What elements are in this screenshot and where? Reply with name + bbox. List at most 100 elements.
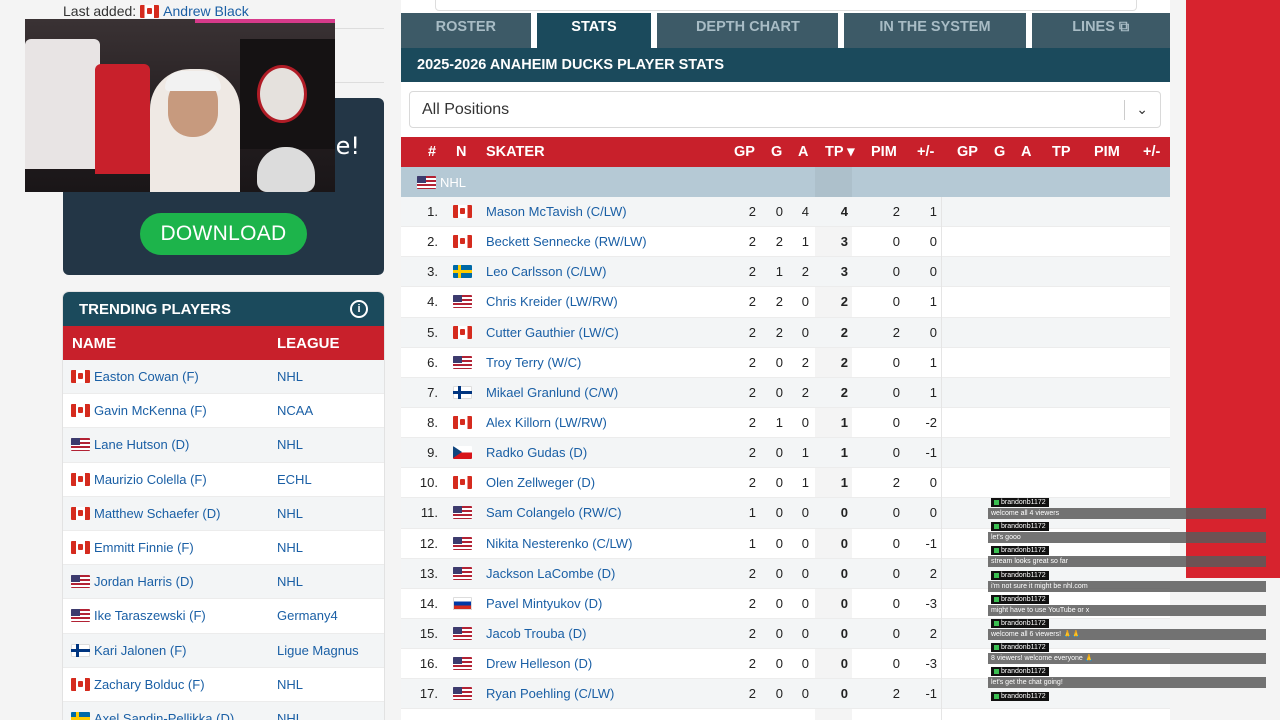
chat-username-text: brandonb1172 — [1001, 595, 1046, 603]
trending-player-link[interactable]: Matthew Schaefer (D) — [94, 505, 221, 521]
trending-player-link[interactable]: Lane Hutson (D) — [94, 437, 190, 453]
trending-league-link[interactable]: NCAA — [277, 403, 314, 419]
chat-message: brandonb1172 i'm not sure it might be nhl… — [988, 569, 1268, 593]
points-cell: 1 — [840, 445, 848, 461]
trending-league-link[interactable]: Germany4 — [277, 608, 338, 624]
tab-in-the-system[interactable]: IN THE SYSTEM — [844, 13, 1026, 48]
trending-league-link[interactable]: NHL — [277, 676, 304, 692]
column-header-tp[interactable]: TP ▾ — [825, 144, 855, 160]
assists-cell: 0 — [801, 505, 809, 521]
trending-league-link[interactable]: NHL — [277, 540, 304, 556]
column-header-skater[interactable]: SKATER — [486, 144, 545, 160]
player-link[interactable]: Leo Carlsson (C/LW) — [486, 264, 607, 280]
trending-player-link[interactable]: Easton Cowan (F) — [94, 369, 199, 385]
collective-memoria-logo — [257, 65, 307, 123]
player-link[interactable]: Olen Zellweger (D) — [486, 475, 596, 491]
gp-cell: 2 — [748, 656, 756, 672]
column-header-g[interactable]: G — [771, 144, 783, 160]
column-header-playoff-tp[interactable]: TP — [1052, 144, 1071, 160]
trending-league-link[interactable]: NHL — [277, 574, 304, 590]
trending-player-link[interactable]: Jordan Harris (D) — [94, 574, 194, 590]
column-header-playoff-plus-minus[interactable]: +/- — [1143, 144, 1161, 160]
column-header-a[interactable]: A — [798, 144, 809, 160]
player-link[interactable]: Jacob Trouba (D) — [486, 625, 587, 641]
trending-player-cell: Zachary Bolduc (F) — [63, 677, 277, 692]
player-link[interactable]: Nikita Nesterenko (C/LW) — [486, 535, 633, 551]
team-tabs: ROSTER STATS DEPTH CHART IN THE SYSTEM LINES… — [401, 13, 1171, 48]
column-header-playoff-a[interactable]: A — [1021, 144, 1032, 160]
table-row: 12. Nikita Nesterenko (C/LW) 1 0 0 0 0 -1 — [401, 529, 1170, 559]
player-link[interactable]: Alex Killorn (LW/RW) — [486, 414, 607, 430]
column-header-league[interactable]: LEAGUE — [277, 334, 340, 352]
trending-list: Easton Cowan (F) NHL Gavin McKenna (F) NCAA… — [63, 360, 384, 720]
column-header-plus-minus[interactable]: +/- — [917, 144, 935, 160]
trending-league-link[interactable]: NHL — [277, 710, 304, 720]
last-added-player-link[interactable]: Andrew Black — [163, 3, 249, 19]
gp-cell: 2 — [748, 625, 756, 641]
player-link[interactable]: Chris Kreider (LW/RW) — [486, 294, 618, 310]
trending-title: TRENDING PLAYERS — [79, 300, 231, 318]
pim-cell: 0 — [892, 656, 900, 672]
player-link[interactable]: Sam Colangelo (RW/C) — [486, 505, 622, 521]
search-input[interactable] — [435, 0, 1137, 11]
stream-chat-overlay: brandonb1172 welcome all 4 viewers brandon… — [988, 496, 1268, 714]
rank-cell: 6. — [427, 354, 438, 370]
czechia-flag-icon — [453, 446, 472, 460]
trending-table-header: NAME LEAGUE — [63, 326, 384, 360]
column-header-playoff-pim[interactable]: PIM — [1094, 144, 1120, 160]
plus-minus-cell: 0 — [929, 234, 937, 250]
player-link[interactable]: Pavel Mintyukov (D) — [486, 595, 603, 611]
player-link[interactable]: Drew Helleson (D) — [486, 656, 593, 672]
column-header-playoff-g[interactable]: G — [994, 144, 1006, 160]
gp-cell: 2 — [748, 445, 756, 461]
trending-player-link[interactable]: Emmitt Finnie (F) — [94, 540, 194, 556]
tab-lines[interactable]: LINES ⧉ — [1031, 13, 1171, 48]
tab-depth-chart[interactable]: DEPTH CHART — [657, 13, 839, 48]
position-select[interactable]: All Positions ⌄ — [409, 91, 1161, 128]
column-header-rank[interactable]: # — [428, 144, 437, 160]
column-header-nationality[interactable]: N — [456, 144, 467, 160]
goals-cell: 0 — [775, 204, 783, 219]
rank-cell: 5. — [427, 324, 438, 340]
player-link[interactable]: Cutter Gauthier (LW/C) — [486, 324, 619, 340]
player-link[interactable]: Radko Gudas (D) — [486, 445, 588, 461]
trending-league-link[interactable]: NHL — [277, 437, 304, 453]
player-link[interactable]: Jackson LaCombe (D) — [486, 565, 616, 581]
chat-message: brandonb1172 let's get the chat going! — [988, 665, 1268, 689]
trending-player-link[interactable]: Ike Taraszewski (F) — [94, 608, 206, 624]
helmet-shape — [257, 147, 315, 192]
column-header-name[interactable]: NAME — [72, 334, 117, 352]
points-cell: 3 — [840, 264, 848, 280]
trending-player-cell: Maurizio Colella (F) — [63, 472, 277, 487]
player-link[interactable]: Mikael Granlund (C/W) — [486, 384, 619, 400]
league-group-label[interactable]: NHL — [440, 174, 467, 190]
column-header-playoff-gp[interactable]: GP — [957, 144, 978, 160]
trending-player-link[interactable]: Maurizio Colella (F) — [94, 471, 207, 487]
column-header-pim[interactable]: PIM — [871, 144, 897, 160]
trending-league-link[interactable]: NHL — [277, 369, 304, 385]
trending-league-link[interactable]: Ligue Magnus — [277, 642, 359, 658]
player-link[interactable]: Ryan Poehling (C/LW) — [486, 686, 615, 702]
assists-cell: 0 — [801, 294, 809, 310]
info-icon[interactable]: i — [350, 300, 368, 318]
trending-league-link[interactable]: NHL — [277, 505, 304, 521]
finland-flag-icon — [71, 643, 90, 657]
trending-player-link[interactable]: Axel Sandin-Pellikka (D) — [94, 710, 235, 720]
trending-player-link[interactable]: Kari Jalonen (F) — [94, 642, 187, 658]
trending-league-link[interactable]: ECHL — [277, 471, 312, 487]
last-added: Last added: Andrew Black — [63, 3, 249, 19]
player-link[interactable]: Troy Terry (W/C) — [486, 354, 582, 370]
pim-cell: 0 — [892, 505, 900, 521]
tab-roster[interactable]: ROSTER — [401, 13, 531, 48]
table-row: 17. Ryan Poehling (C/LW) 2 0 0 0 2 -1 — [401, 679, 1170, 710]
trending-player-cell: Lane Hutson (D) — [63, 437, 277, 452]
player-link[interactable]: Beckett Sennecke (RW/LW) — [486, 234, 647, 250]
tab-stats[interactable]: STATS — [536, 13, 652, 48]
trending-player-link[interactable]: Zachary Bolduc (F) — [94, 676, 205, 692]
player-link[interactable]: Mason McTavish (C/LW) — [486, 204, 627, 219]
trending-player-link[interactable]: Gavin McKenna (F) — [94, 403, 207, 419]
download-button[interactable]: DOWNLOAD — [140, 213, 307, 255]
chat-message: brandonb1172 might have to use YouTube or… — [988, 593, 1268, 617]
column-header-gp[interactable]: GP — [734, 144, 755, 160]
rank-cell: 11. — [420, 505, 438, 521]
